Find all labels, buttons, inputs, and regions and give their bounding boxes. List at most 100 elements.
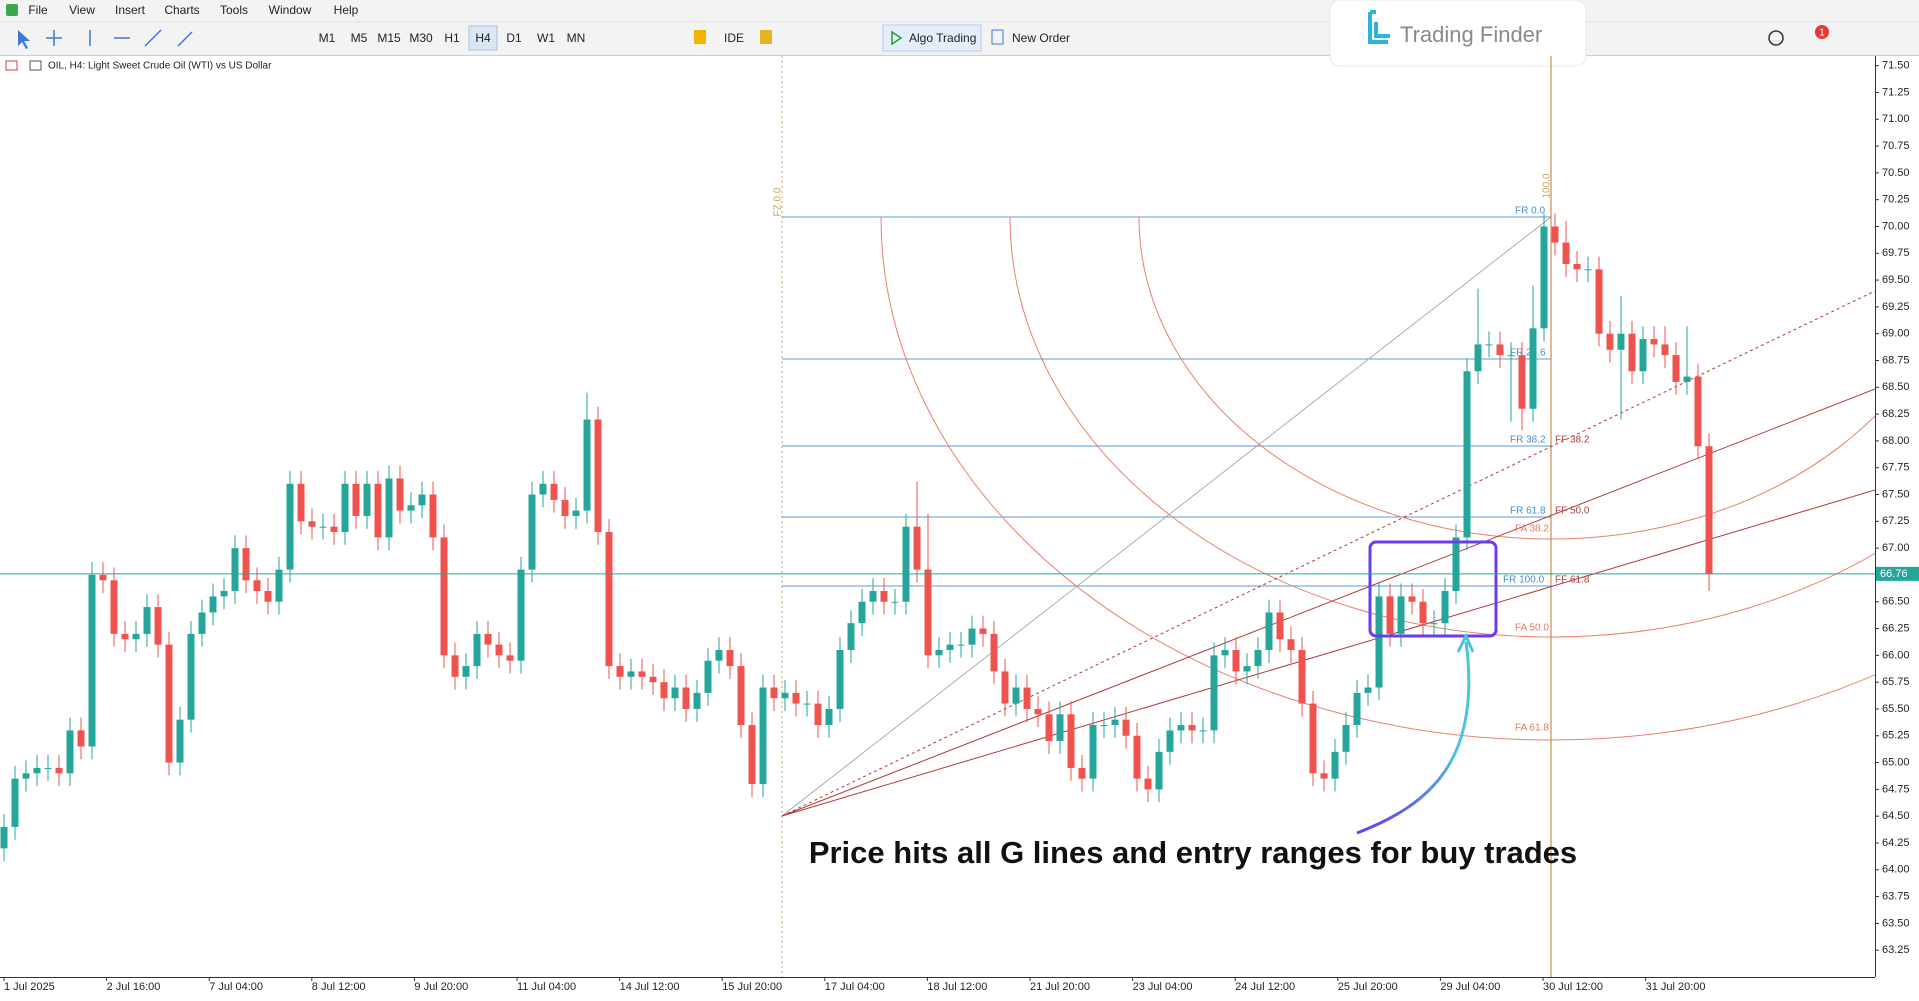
fan-line [781, 388, 1875, 817]
candle-body [814, 703, 822, 726]
algo-trading[interactable]: Algo Trading [909, 31, 976, 45]
candle-body [1155, 751, 1163, 790]
candle-body [176, 719, 184, 763]
chart-icon [5, 60, 18, 71]
candle-body [1276, 612, 1284, 640]
candle-body [1573, 264, 1581, 270]
timeframe[interactable]: M5 [351, 31, 368, 45]
candle-body [198, 612, 206, 634]
timeframe[interactable]: MN [567, 31, 586, 45]
candle-body [836, 649, 844, 709]
candles [0, 213, 1713, 862]
candle-body [275, 569, 283, 602]
menu-item[interactable]: Help [334, 3, 359, 17]
trade-icon[interactable] [694, 30, 706, 44]
candle-body [473, 633, 481, 667]
y-tick-label: 70.50 [1882, 167, 1910, 179]
timeframe[interactable]: M15 [377, 31, 401, 45]
search-icon[interactable] [1768, 30, 1784, 46]
candle-body [1221, 649, 1229, 656]
candle-body [1562, 242, 1570, 265]
menu-item[interactable]: Window [269, 3, 312, 17]
candle-body [374, 483, 382, 538]
crosshair-tool[interactable] [46, 30, 62, 46]
candle-body [1243, 666, 1251, 672]
candle-body [1287, 639, 1295, 650]
algo-button[interactable] [882, 24, 982, 52]
y-tick-label: 71.00 [1882, 113, 1910, 125]
candle-body [1320, 773, 1328, 779]
x-tick-label: 1 Jul 2025 [4, 981, 55, 993]
candle-body [935, 649, 943, 656]
market-icon[interactable] [760, 30, 772, 44]
line-tools[interactable] [89, 29, 193, 47]
candle-body [308, 521, 316, 527]
fib-label: 100.0 [1542, 173, 1553, 198]
candle-body [1650, 339, 1658, 345]
timeframe[interactable]: H1 [444, 31, 460, 45]
candle-body [1397, 596, 1405, 634]
toolbar [18, 24, 1829, 52]
y-tick-label: 67.75 [1882, 462, 1910, 474]
candle-body [1683, 376, 1691, 382]
menu-item[interactable]: Insert [115, 3, 146, 17]
candle-body [22, 773, 30, 779]
x-tick-label: 31 Jul 20:00 [1646, 981, 1706, 993]
candle-body [1518, 355, 1526, 409]
candle-body [1188, 725, 1196, 731]
candle-body [1100, 725, 1108, 727]
candle-body [264, 591, 272, 602]
candle-body [517, 569, 525, 661]
ide-button[interactable]: IDE [724, 31, 744, 45]
x-tick-label: 8 Jul 12:00 [312, 981, 366, 993]
candle-body [1122, 719, 1130, 736]
y-tick-label: 66.25 [1882, 622, 1910, 634]
y-tick-label: 68.50 [1882, 381, 1910, 393]
candle-body [187, 633, 195, 720]
candle-body [110, 580, 118, 634]
candle-body [968, 628, 976, 645]
plot [781, 56, 1875, 977]
timeframe[interactable]: D1 [506, 31, 522, 45]
menu-item[interactable]: View [69, 3, 95, 17]
arc-label: FA 50.0 [1515, 623, 1549, 634]
candle-body [1078, 767, 1086, 779]
timeframe[interactable]: M1 [319, 31, 336, 45]
fan-label: FF 50.0 [1555, 506, 1590, 517]
candle-body [880, 591, 888, 602]
candle-body [528, 494, 536, 570]
candle-body [165, 644, 173, 763]
candle-body [429, 494, 437, 538]
timeframe[interactable]: M30 [409, 31, 433, 45]
menu-item[interactable]: Charts [164, 3, 199, 17]
candle-body [1001, 671, 1009, 704]
candle-body [418, 494, 426, 506]
menu-item[interactable]: Tools [220, 3, 248, 17]
candle-body [891, 601, 899, 603]
fan-label: FF 38.2 [1555, 435, 1590, 446]
menu-item[interactable]: File [28, 3, 48, 17]
candle-body [847, 623, 855, 650]
candle-body [660, 682, 668, 699]
fib-label: FR 38.2 [1510, 435, 1546, 446]
candle-body [913, 526, 921, 570]
fib-label: FZ 0.0 [773, 187, 784, 216]
candle-body [1496, 344, 1504, 356]
candle-body [55, 767, 63, 774]
candle-body [550, 483, 558, 500]
candle-body [1419, 601, 1427, 624]
candle-body [1529, 328, 1537, 409]
candle-body [99, 574, 107, 581]
timeframe[interactable]: W1 [537, 31, 555, 45]
candle-body [1694, 376, 1702, 447]
y-tick-label: 69.25 [1882, 301, 1910, 313]
candle-body [946, 644, 954, 650]
cursor-tool[interactable] [18, 30, 30, 49]
fib-label: FR 0.0 [1515, 206, 1545, 217]
y-tick-label: 63.50 [1882, 917, 1910, 929]
candle-body [1144, 778, 1152, 790]
new-order[interactable]: New Order [1012, 31, 1070, 45]
candle-body [440, 537, 448, 656]
timeframe[interactable]: H4 [475, 31, 491, 45]
